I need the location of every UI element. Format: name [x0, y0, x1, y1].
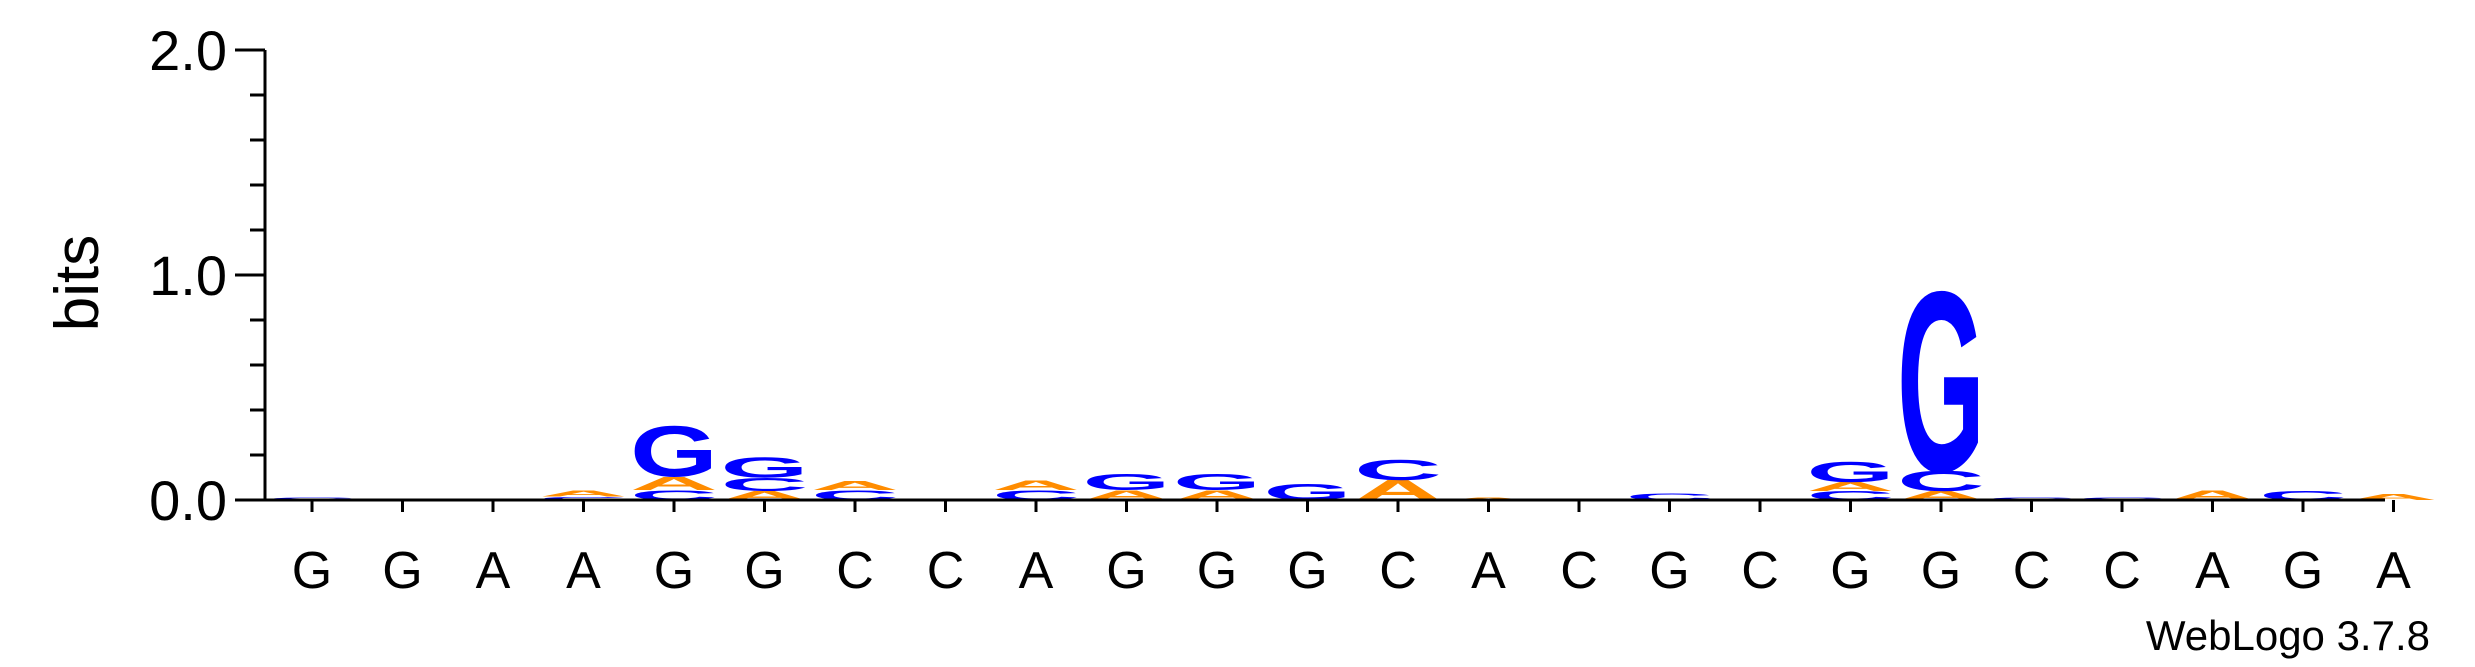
x-tick-label: A [566, 542, 601, 600]
x-tick-label: G [1287, 542, 1327, 600]
logo-letter-G: G [630, 412, 718, 493]
x-tick-label: G [1830, 542, 1870, 600]
x-tick-label: G [1106, 542, 1146, 600]
logo-letter-A: A [992, 477, 1080, 493]
x-tick-label: G [744, 542, 784, 600]
y-tick-label: 1.0 [149, 244, 227, 307]
logo-letter-C: C [1626, 492, 1714, 502]
x-tick-label: G [2283, 542, 2323, 600]
axes [235, 48, 2395, 512]
x-tick-label: A [2195, 542, 2230, 600]
x-tick-label: G [1921, 542, 1961, 600]
logo-letter-G: G [1173, 469, 1261, 495]
y-axis-label: bits [43, 235, 112, 331]
x-tick-label: G [1197, 542, 1237, 600]
x-tick-label: A [476, 542, 511, 600]
logo-letter-C: C [721, 474, 809, 495]
logo-letter-G: G [1897, 239, 1985, 526]
x-tick-label: C [1560, 542, 1598, 600]
y-tick-label: 0.0 [149, 469, 227, 532]
labels: 0.01.02.0G G A A G G C C A G G G C A C G C G G C C A G A [149, 19, 2411, 600]
x-tick-label: A [2376, 542, 2411, 600]
logo-letter-C: C [1354, 454, 1442, 486]
x-tick-label: C [927, 542, 965, 600]
logo-letter-C: C [1897, 465, 1985, 497]
logo-letter-A: A [1807, 480, 1895, 494]
x-tick-label: G [382, 542, 422, 600]
letter-stacks: CCACAGACGCACAAGAGGACACCAGACGCCACA [268, 239, 2437, 526]
x-tick-label: G [1649, 542, 1689, 600]
logo-letter-G: G [721, 452, 809, 484]
x-tick-label: G [292, 542, 332, 600]
x-tick-label: C [2103, 542, 2141, 600]
x-tick-label: C [2013, 542, 2051, 600]
x-tick-label: A [1471, 542, 1506, 600]
logo-letter-A: A [630, 473, 718, 494]
logo-letter-A: A [540, 490, 628, 499]
logo-letter-G: G [1807, 457, 1895, 489]
logo-letter-A: A [811, 479, 899, 493]
x-tick-label: C [1379, 542, 1417, 600]
logo-letter-C: C [540, 496, 628, 501]
x-tick-label: C [836, 542, 874, 600]
x-tick-label: A [1019, 542, 1054, 600]
logo-letter-A: A [2350, 493, 2438, 502]
x-tick-label: G [654, 542, 694, 600]
logo-letter-G: G [1083, 469, 1171, 495]
weblogo-version-watermark: WebLogo 3.7.8 [2146, 612, 2430, 659]
y-tick-label: 2.0 [149, 19, 227, 82]
x-tick-label: C [1741, 542, 1779, 600]
